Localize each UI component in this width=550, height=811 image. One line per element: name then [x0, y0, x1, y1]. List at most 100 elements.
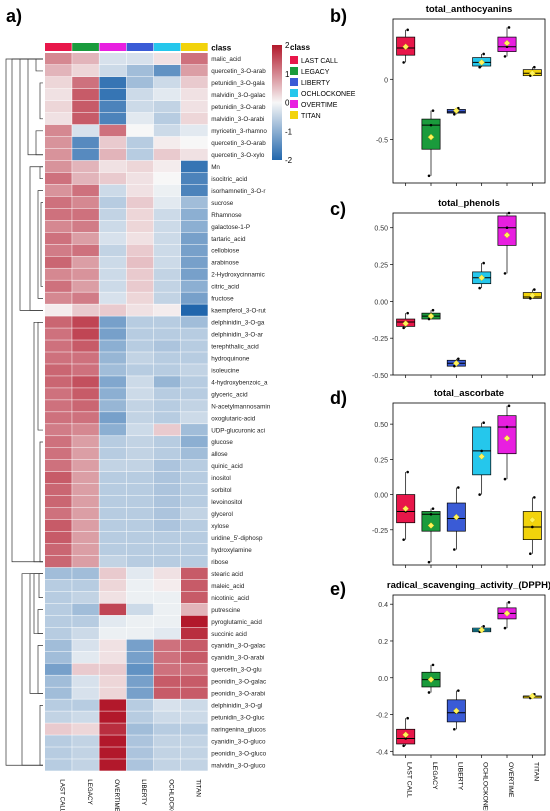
heatmap-cell: [45, 376, 72, 388]
row-label: malvidin_3-O-gluco: [211, 762, 266, 769]
dendrogram-branch: [39, 82, 43, 120]
heatmap-cell: [181, 352, 208, 364]
heatmap-cell: [153, 424, 181, 436]
heatmap-cell: [45, 471, 72, 484]
legend-swatch: [290, 111, 298, 119]
heatmap-cell: [72, 268, 99, 280]
data-point: [478, 286, 481, 290]
row-label: isorhamnetin_3-O-r: [211, 188, 265, 195]
heatmap-cell: [126, 100, 154, 113]
heatmap-cell: [126, 184, 154, 197]
data-point: [427, 317, 431, 321]
heatmap-cell: [126, 220, 154, 233]
dendrogram-branch: [39, 705, 43, 766]
heatmap-cell: [99, 639, 127, 651]
heatmap-cell: [126, 232, 154, 245]
row-label: stearic acid: [211, 571, 243, 578]
heatmap-cell: [45, 53, 72, 65]
heatmap-cell: [126, 675, 154, 687]
x-tick-label: LIBERTY: [456, 762, 463, 791]
heatmap-cell: [153, 220, 181, 233]
heatmap-cell: [45, 591, 72, 604]
data-point: [503, 55, 507, 58]
heatmap-cell: [153, 483, 181, 496]
heatmap-cell: [45, 436, 72, 448]
heatmap-cell: [72, 352, 99, 364]
heatmap-cell: [126, 328, 154, 340]
heatmap-cell: [99, 651, 127, 663]
heatmap-cell: [99, 459, 127, 472]
heatmap-cell: [153, 627, 181, 640]
heatmap-cell: [99, 304, 127, 316]
mean-marker: [529, 292, 536, 299]
heatmap-cell: [45, 615, 72, 628]
row-label: UDP-glucuronic aci: [211, 427, 265, 434]
heatmap-cell: [72, 244, 99, 256]
heatmap-cell: [72, 723, 99, 735]
heatmap-cell: [153, 687, 181, 699]
heatmap-cell: [72, 735, 99, 747]
heatmap-cell: [181, 268, 208, 280]
heatmap-cell: [45, 208, 72, 221]
data-point: [431, 507, 435, 510]
heatmap-cell: [181, 591, 208, 604]
heatmap-cell: [99, 352, 127, 364]
data-point: [531, 525, 534, 529]
heatmap-cell: [99, 364, 127, 376]
mean-marker: [402, 731, 409, 739]
heatmap-cell: [72, 495, 99, 508]
heatmap-cell: [99, 519, 127, 532]
data-point: [406, 311, 409, 315]
heatmap-cell: [153, 759, 181, 771]
heatmap-cell: [45, 340, 72, 352]
heatmap-cell: [72, 364, 99, 376]
heatmap-cell: [181, 172, 208, 185]
heatmap-cell: [72, 615, 99, 628]
heatmap-cell: [153, 663, 181, 675]
class-legend: class LAST CALL LEGACY LIBERTY OCHLOCKONEE OV…: [290, 43, 356, 120]
heatmap-cell: [126, 651, 154, 663]
heatmap-cell: [126, 483, 154, 496]
row-label: galactose-1-P: [211, 224, 250, 231]
heatmap-cell: [126, 364, 154, 376]
heatmap-cell: [181, 531, 208, 544]
heatmap-cell: [126, 687, 154, 699]
row-label: petunidin_3-O-arab: [211, 104, 266, 111]
heatmap-cell: [45, 639, 72, 651]
heatmap-cell: [153, 184, 181, 197]
heatmap-cell: [45, 400, 72, 412]
heatmap-cell: [181, 507, 208, 520]
heatmap-cell: [181, 627, 208, 640]
heatmap-cell: [45, 292, 72, 304]
heatmap-cell: [181, 64, 208, 77]
heatmap-cell: [126, 495, 154, 508]
heatmap-cell: [45, 711, 72, 723]
heatmap-cell: [72, 292, 99, 304]
heatmap-cell: [181, 184, 208, 197]
heatmap-cell: [126, 160, 154, 173]
heatmap-cell: [153, 495, 181, 508]
row-label: hydroquinone: [211, 355, 250, 362]
heatmap-cell: [45, 268, 72, 280]
heatmap-cell: [181, 388, 208, 400]
heatmap-cell: [126, 64, 154, 77]
heatmap-cell: [181, 304, 208, 316]
data-point: [482, 261, 485, 265]
heatmap-cell: [126, 711, 154, 723]
legend-swatch: [290, 100, 298, 108]
legend-label: LIBERTY: [301, 80, 330, 87]
data-point: [482, 52, 485, 56]
dendrogram-branch: [38, 573, 43, 598]
heatmap-cell: [181, 555, 208, 568]
heatmap-cell: [99, 543, 127, 556]
mean-marker: [503, 39, 511, 47]
class-annotation-cell: [45, 43, 72, 51]
heatmap-cell: [153, 316, 181, 328]
row-label: delphinidin_3-O-gl: [211, 703, 262, 710]
row-label: quinic_acid: [211, 463, 243, 470]
box: [497, 215, 517, 246]
heatmap-cell: [126, 471, 154, 484]
y-tick-label: -0.4: [376, 749, 388, 756]
mean-marker: [478, 59, 485, 66]
color-bar: 2 1 0 -1 -2: [272, 41, 293, 165]
